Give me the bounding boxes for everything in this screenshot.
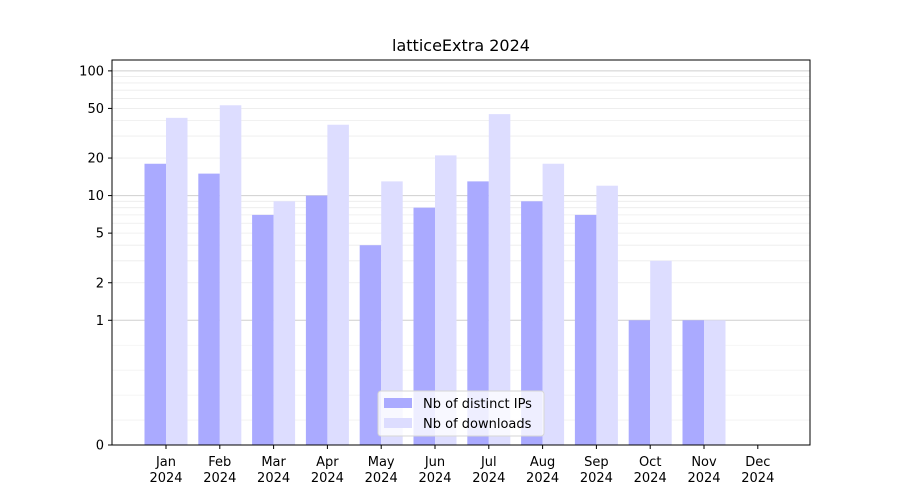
x-tick-label: Oct 2024 (634, 455, 667, 486)
bar-downloads (381, 181, 403, 445)
bars (144, 105, 726, 446)
bar-downloads (542, 163, 565, 445)
x-tick-label: Mar 2024 (257, 455, 290, 486)
bar-downloads (596, 185, 618, 445)
bar-downloads (650, 260, 672, 445)
y-tick-label: 1 (96, 314, 104, 329)
x-tick-label: Dec 2024 (741, 455, 774, 486)
bar-distinct-ips (467, 181, 489, 445)
x-tick-label: Apr 2024 (311, 455, 344, 486)
bar-distinct-ips (359, 245, 382, 445)
y-tick-label: 0 (96, 439, 104, 454)
bar-downloads (704, 320, 726, 445)
x-tick-label: May 2024 (365, 455, 398, 486)
y-tick-label: 10 (87, 189, 104, 204)
bar-distinct-ips (521, 201, 543, 445)
bar-distinct-ips (574, 214, 597, 445)
y-tick-label: 50 (87, 102, 104, 117)
bar-downloads (166, 117, 188, 445)
bar-downloads (488, 114, 511, 445)
x-tick-label: Feb 2024 (203, 455, 236, 486)
bar-distinct-ips (198, 173, 220, 445)
plot-frame (111, 59, 811, 446)
bar-downloads (273, 201, 296, 445)
bar-distinct-ips (144, 163, 166, 445)
x-tick-label: Nov 2024 (687, 455, 720, 486)
bar-downloads (435, 155, 457, 445)
y-tick-label: 100 (79, 64, 104, 79)
bar-distinct-ips (628, 320, 651, 445)
x-tick-label: Aug 2024 (526, 455, 559, 486)
y-tick-label: 20 (87, 152, 104, 167)
chart-title: latticeExtra 2024 (392, 36, 530, 55)
bar-downloads (327, 124, 349, 445)
legend-label: Nb of downloads (423, 417, 532, 432)
legend-swatch (384, 418, 412, 428)
y-tick-label: 2 (96, 276, 104, 291)
x-tick-label: Jun 2024 (418, 455, 451, 486)
legend-swatch (384, 398, 412, 408)
bar-distinct-ips (305, 195, 328, 445)
legend-box (377, 390, 545, 437)
bar-distinct-ips (413, 207, 435, 445)
y-tick-label: 5 (96, 227, 104, 242)
bar-distinct-ips (252, 214, 274, 445)
legend: Nb of distinct IPs Nb of downloads (377, 390, 545, 437)
x-tick-label: Jan 2024 (149, 455, 182, 486)
bar-downloads (219, 105, 242, 446)
x-tick-label: Sep 2024 (580, 455, 613, 486)
axes: 0 1 2 5 10 20 50 100 Jan 2024 Feb 2024 Mar 2024 Apr 202… (79, 59, 811, 486)
bar-distinct-ips (682, 320, 704, 445)
legend-label: Nb of distinct IPs (423, 397, 532, 412)
x-tick-label: Jul 2024 (472, 455, 505, 486)
